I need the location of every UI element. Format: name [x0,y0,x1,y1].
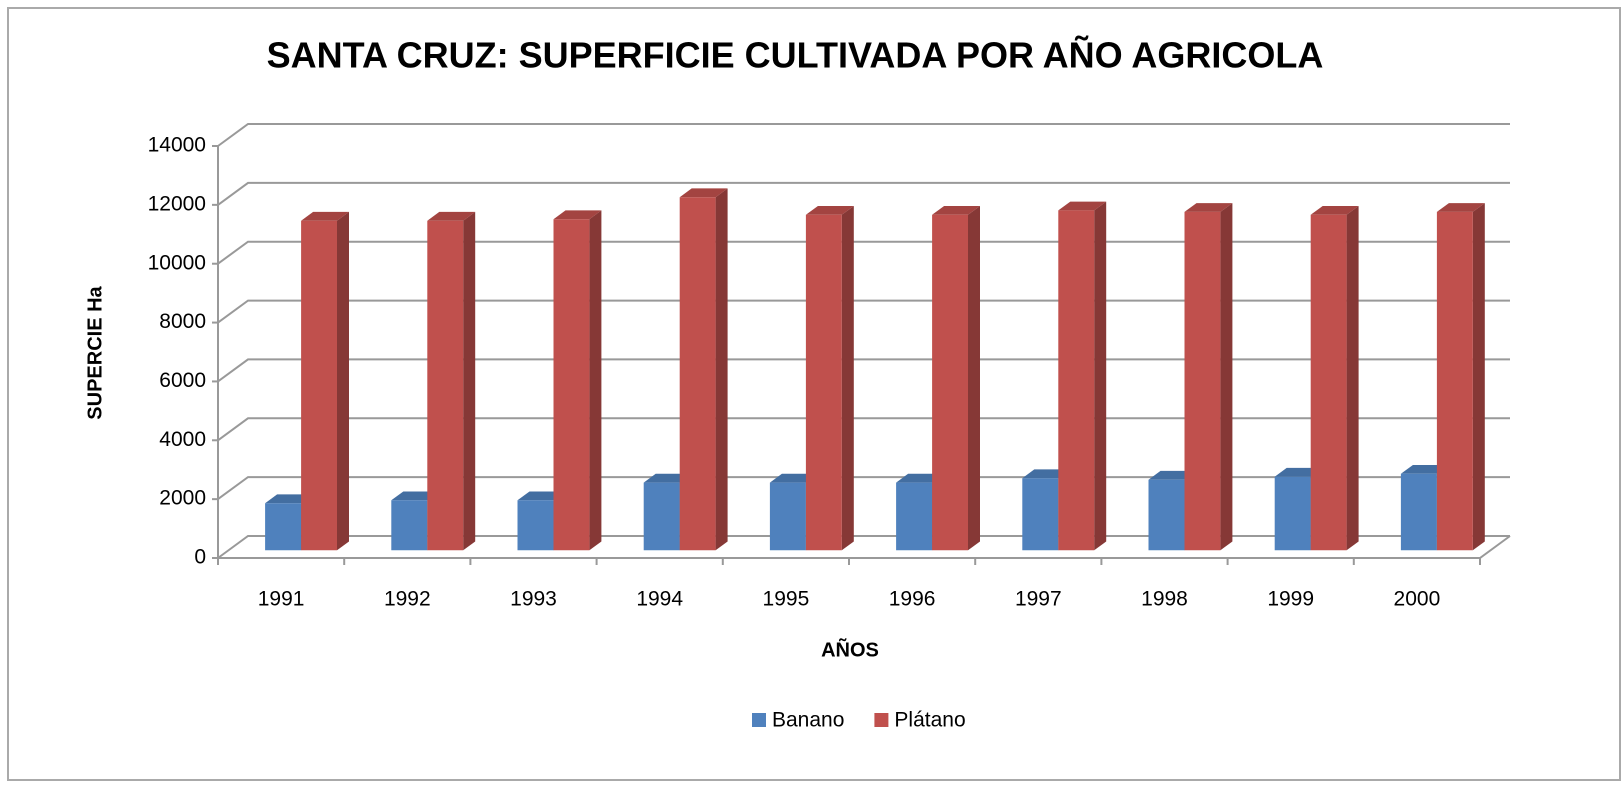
x-tick-label: 1998 [1141,588,1188,611]
bar [553,219,590,551]
bar [932,214,968,551]
bar-top [1436,203,1485,212]
chart-title: SANTA CRUZ: SUPERFICIE CULTIVADA POR AÑO… [267,34,1324,76]
bar [679,197,716,551]
bar [427,220,464,551]
y-tick-label: 2000 [159,487,206,510]
grid-line [217,123,1510,147]
x-tick-label: 1996 [889,588,936,611]
bar [769,482,806,551]
y-tick-label: 6000 [159,369,206,392]
bar [1274,476,1311,551]
bar-side [841,206,854,551]
bar [301,220,337,551]
bar [517,500,554,551]
bar [1436,211,1473,551]
x-tick-label: 1994 [636,588,683,611]
bar-top [1058,201,1107,211]
x-tick-label: 1991 [258,588,305,611]
legend-swatch [874,713,889,727]
bar-side [1220,203,1233,551]
bar-top [679,188,728,198]
bar-top [932,206,980,215]
bar-top [301,211,349,221]
bar-top [427,211,476,221]
bar-side [337,211,349,551]
y-tick-label: 8000 [159,310,206,333]
y-tick-label: 10000 [148,251,206,274]
bar [265,503,302,551]
x-tick-label: 1992 [384,588,431,611]
y-axis-title: SUPERCIE Ha [84,285,106,419]
bar [1148,479,1185,551]
grid-line [217,181,1510,206]
bar [643,482,680,551]
bar-side [1094,201,1107,551]
bar [1400,473,1437,551]
x-tick-label: 1993 [510,588,557,611]
legend-label: Banano [772,709,844,732]
bar [1022,478,1059,551]
legend-label: Plátano [894,709,965,732]
y-tick-label: 14000 [148,134,206,157]
y-tick-label: 4000 [159,428,206,451]
y-tick-label: 0 [194,546,206,569]
x-tick-label: 2000 [1394,588,1441,611]
bar-top [1184,203,1233,212]
bar [1184,211,1221,551]
y-tick-label: 12000 [148,192,206,215]
bar [805,214,842,551]
x-tick-label: 1999 [1267,588,1314,611]
bar-top [805,206,854,215]
bar-side [463,211,476,551]
bar-side [1346,206,1359,551]
bar-top [1310,206,1359,215]
bar [391,500,428,551]
bar [1058,210,1095,551]
bar [1310,214,1347,551]
bar-side [1472,203,1485,551]
bar-top [553,210,602,220]
x-axis-title: AÑOS [821,638,879,661]
x-tick-label: 1997 [1015,588,1062,611]
bar-side [968,206,980,551]
bar [896,482,933,551]
bar-side [589,210,602,551]
bar-side [715,188,728,551]
x-tick-label: 1995 [763,588,810,611]
legend-swatch [752,713,766,727]
